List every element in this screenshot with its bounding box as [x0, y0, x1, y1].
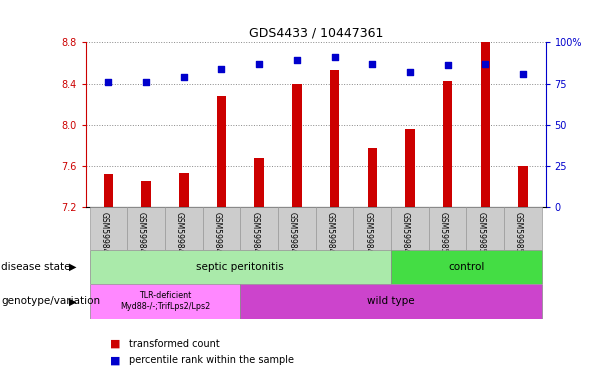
Bar	[428, 207, 466, 250]
Point	[518, 71, 528, 77]
Bar	[89, 250, 391, 284]
Text: GSM599849: GSM599849	[401, 212, 410, 258]
Text: ▶: ▶	[69, 262, 77, 272]
Text: GSM599843: GSM599843	[175, 212, 184, 258]
Text: GSM599845: GSM599845	[250, 212, 259, 258]
Point	[216, 66, 226, 72]
Bar	[391, 250, 542, 284]
Point	[254, 61, 264, 67]
Bar	[104, 174, 113, 207]
Text: transformed count: transformed count	[129, 339, 219, 349]
Bar	[203, 207, 240, 250]
Point	[367, 61, 377, 67]
Bar	[330, 70, 339, 207]
Bar	[504, 207, 542, 250]
Bar	[368, 147, 377, 207]
Bar	[391, 207, 428, 250]
Bar	[292, 84, 302, 207]
Text: GSM599850: GSM599850	[438, 212, 447, 258]
Point	[481, 61, 490, 67]
Text: disease state: disease state	[1, 262, 70, 272]
Text: GSM599851: GSM599851	[476, 212, 485, 258]
Text: GSM599847: GSM599847	[326, 212, 335, 258]
Text: GSM599846: GSM599846	[288, 212, 297, 258]
Text: ■: ■	[110, 355, 121, 365]
Bar	[240, 207, 278, 250]
Text: control: control	[448, 262, 485, 272]
Bar	[240, 284, 542, 319]
Point	[405, 69, 415, 75]
Text: GSM599841: GSM599841	[99, 212, 109, 258]
Text: GSM599844: GSM599844	[213, 212, 221, 258]
Bar	[165, 207, 203, 250]
Bar	[316, 207, 353, 250]
Bar	[128, 207, 165, 250]
Text: GSM599842: GSM599842	[137, 212, 146, 258]
Bar	[89, 284, 240, 319]
Bar	[142, 180, 151, 207]
Point	[141, 79, 151, 85]
Text: GSM599852: GSM599852	[514, 212, 523, 258]
Bar	[466, 207, 504, 250]
Text: GSM599848: GSM599848	[364, 212, 372, 258]
Text: percentile rank within the sample: percentile rank within the sample	[129, 355, 294, 365]
Point	[104, 79, 113, 85]
Bar	[179, 173, 189, 207]
Text: ■: ■	[110, 339, 121, 349]
Point	[292, 57, 302, 63]
Bar	[278, 207, 316, 250]
Bar	[443, 81, 452, 207]
Text: wild type: wild type	[367, 296, 415, 306]
Point	[179, 74, 189, 80]
Bar	[353, 207, 391, 250]
Text: ▶: ▶	[69, 296, 77, 306]
Bar	[89, 207, 128, 250]
Text: genotype/variation: genotype/variation	[1, 296, 101, 306]
Bar	[481, 34, 490, 207]
Point	[330, 54, 340, 60]
Bar	[217, 96, 226, 207]
Text: septic peritonitis: septic peritonitis	[196, 262, 284, 272]
Title: GDS4433 / 10447361: GDS4433 / 10447361	[248, 26, 383, 40]
Bar	[254, 158, 264, 207]
Bar	[518, 166, 528, 207]
Point	[443, 62, 452, 68]
Text: TLR-deficient
Myd88-/-;TrifLps2/Lps2: TLR-deficient Myd88-/-;TrifLps2/Lps2	[120, 291, 210, 311]
Bar	[405, 129, 414, 207]
